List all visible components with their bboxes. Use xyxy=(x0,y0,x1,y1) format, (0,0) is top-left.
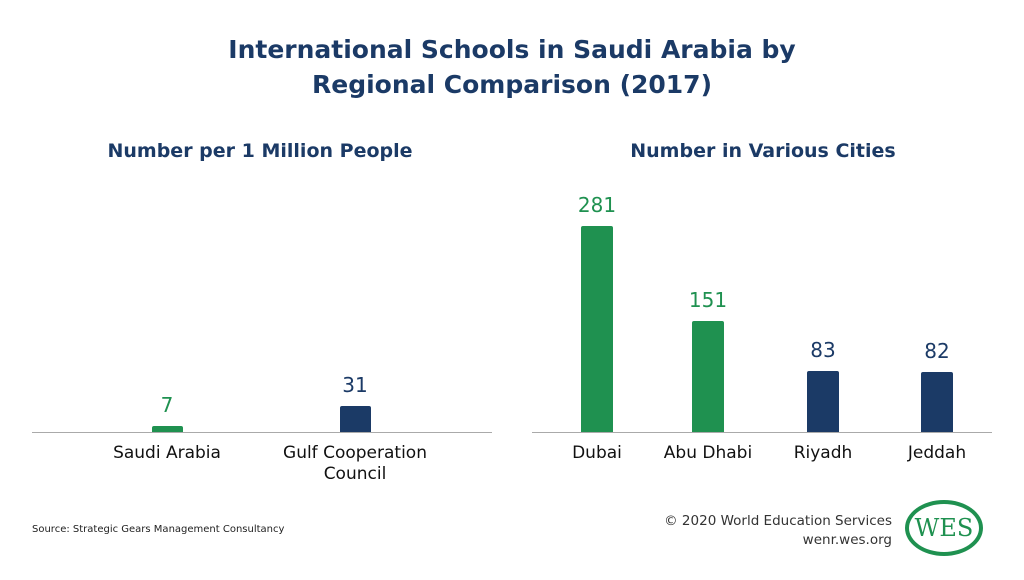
url: wenr.wes.org xyxy=(802,532,892,548)
subtitle: Number per 1 Million People xyxy=(107,140,413,162)
bar xyxy=(921,371,953,432)
bar xyxy=(581,226,613,432)
value-label: 151 xyxy=(688,288,728,313)
source: Source: Strategic Gears Management Consu… xyxy=(32,524,285,535)
category-label: Gulf Cooperation Council xyxy=(283,443,427,484)
bar xyxy=(692,321,724,432)
value-label: 7 xyxy=(160,393,174,418)
axis-line xyxy=(32,432,492,433)
value-label: 31 xyxy=(342,372,368,397)
subtitle: Number in Various Cities xyxy=(630,140,896,162)
bar xyxy=(339,405,371,432)
value-label: 82 xyxy=(924,338,950,363)
credit: © 2020 World Education Services xyxy=(664,513,892,529)
bar xyxy=(807,371,839,432)
logo: WES xyxy=(905,500,983,556)
category-label: Riyadh xyxy=(793,443,853,463)
category-label: Saudi Arabia xyxy=(113,443,221,463)
axis-line xyxy=(532,432,992,433)
category-label: Jeddah xyxy=(907,443,967,463)
value-label: 83 xyxy=(810,338,836,363)
value-label: 281 xyxy=(577,193,617,218)
bar xyxy=(151,426,183,432)
category-label: Abu Dhabi xyxy=(663,443,753,463)
title: International Schools in Saudi Arabia by… xyxy=(228,35,796,99)
category-label: Dubai xyxy=(572,443,622,463)
